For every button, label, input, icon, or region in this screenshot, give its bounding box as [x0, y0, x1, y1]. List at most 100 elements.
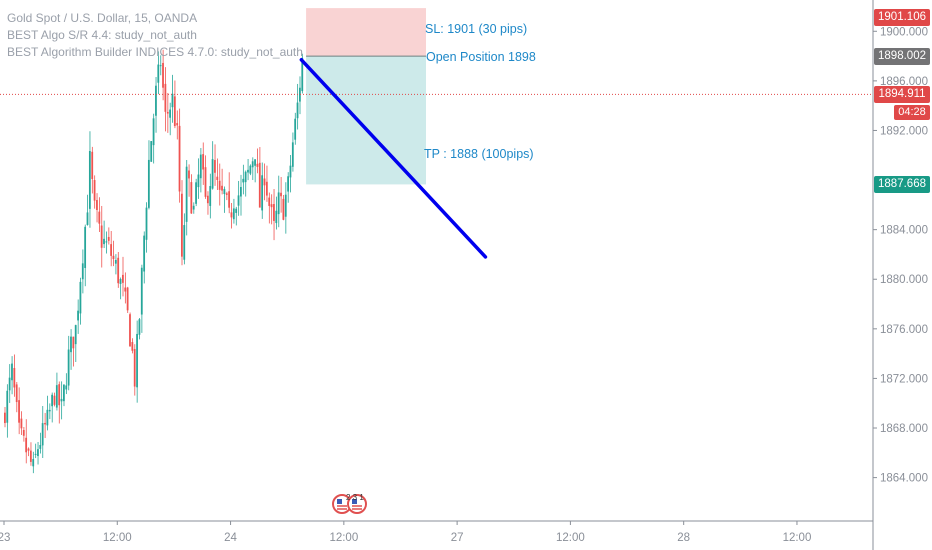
- candle: [287, 172, 289, 203]
- candle: [192, 202, 195, 214]
- candle-body: [195, 182, 197, 204]
- candle: [63, 384, 65, 407]
- candle-body: [117, 257, 120, 284]
- candle-body: [202, 154, 205, 170]
- candle-body: [93, 180, 96, 201]
- candle: [166, 92, 169, 133]
- candle: [240, 174, 242, 216]
- candle: [216, 158, 219, 190]
- candle-body: [119, 279, 122, 284]
- take-profit-zone: [306, 56, 426, 185]
- candle-body: [8, 377, 11, 391]
- candle-body: [105, 241, 108, 243]
- candle: [183, 213, 186, 265]
- candle: [93, 175, 96, 209]
- candle-body: [258, 162, 261, 208]
- candle-body: [249, 165, 252, 174]
- candle: [143, 231, 146, 284]
- candle-body: [96, 200, 98, 210]
- candle: [206, 191, 209, 215]
- candle: [275, 196, 278, 230]
- candle-body: [138, 319, 141, 335]
- candle: [147, 140, 150, 210]
- candle-body: [122, 274, 124, 283]
- trend-line: [299, 58, 488, 259]
- candle: [296, 83, 299, 130]
- candle-body: [58, 384, 61, 406]
- candle: [171, 74, 174, 123]
- candle: [181, 180, 183, 266]
- candle: [105, 231, 108, 254]
- candle-body: [275, 210, 278, 224]
- indicator-legend-sr[interactable]: BEST Algo S/R 4.4: study_not_auth: [7, 28, 197, 42]
- candle: [199, 148, 202, 193]
- candle: [270, 194, 273, 225]
- economic-events-badge[interactable]: 2 3 1: [331, 491, 371, 517]
- candle: [86, 194, 89, 226]
- candle: [58, 381, 61, 424]
- candle: [98, 197, 101, 233]
- candle-body: [181, 193, 183, 257]
- candle-body: [211, 159, 214, 189]
- candle: [107, 227, 110, 245]
- candle: [67, 335, 70, 391]
- candle: [152, 113, 155, 164]
- candle: [103, 220, 105, 249]
- candle: [294, 112, 297, 145]
- candle-body: [84, 226, 87, 268]
- candle-body: [291, 142, 294, 167]
- candle-body: [67, 349, 70, 386]
- candle: [197, 158, 200, 199]
- candle: [235, 206, 238, 226]
- candle: [268, 192, 271, 224]
- candlestick-series: [4, 49, 304, 474]
- candle: [15, 381, 18, 413]
- candle-body: [147, 159, 150, 208]
- candle-body: [228, 191, 230, 208]
- candle-body: [159, 65, 162, 67]
- candle: [70, 329, 72, 370]
- candle-body: [287, 176, 289, 192]
- candle-body: [103, 238, 105, 245]
- candle: [284, 182, 287, 234]
- candle-body: [32, 459, 35, 467]
- candle: [289, 154, 292, 193]
- candle: [204, 155, 207, 199]
- candle: [232, 198, 235, 224]
- candle-body: [263, 178, 266, 186]
- candle-body: [13, 368, 16, 388]
- stop-loss-price-tag: 1901.106: [874, 9, 930, 27]
- candle-body: [140, 267, 143, 315]
- indicator-legend-builder[interactable]: BEST Algorithm Builder INDICES 4.7.0: st…: [7, 45, 303, 59]
- candle: [136, 320, 138, 403]
- candle: [126, 286, 129, 314]
- candle-body: [157, 64, 160, 83]
- candle: [244, 170, 247, 197]
- candle-body: [131, 342, 134, 351]
- candle-body: [277, 192, 280, 215]
- candle: [218, 163, 221, 206]
- candle-body: [114, 259, 117, 264]
- candle: [27, 447, 30, 457]
- candle-body: [155, 85, 157, 116]
- candle-body: [88, 151, 91, 209]
- candle-body: [230, 212, 233, 218]
- candle: [282, 195, 285, 221]
- candle-body: [289, 165, 292, 178]
- candle-body: [124, 287, 127, 292]
- candle-body: [178, 125, 181, 192]
- candle: [195, 178, 197, 207]
- candle-body: [162, 62, 164, 88]
- time-tick-label: 12:00: [329, 532, 358, 544]
- price-tick-label: 1884.000: [880, 225, 928, 237]
- candle: [88, 131, 91, 228]
- candle: [79, 277, 82, 325]
- candle: [77, 299, 79, 334]
- last-price-tag: 1894.911: [874, 85, 930, 103]
- candle-body: [235, 208, 238, 213]
- take-profit-price-tag: 1887.668: [874, 175, 930, 193]
- candle-body: [247, 169, 249, 173]
- candle-body: [183, 225, 186, 260]
- candle-body: [206, 195, 209, 204]
